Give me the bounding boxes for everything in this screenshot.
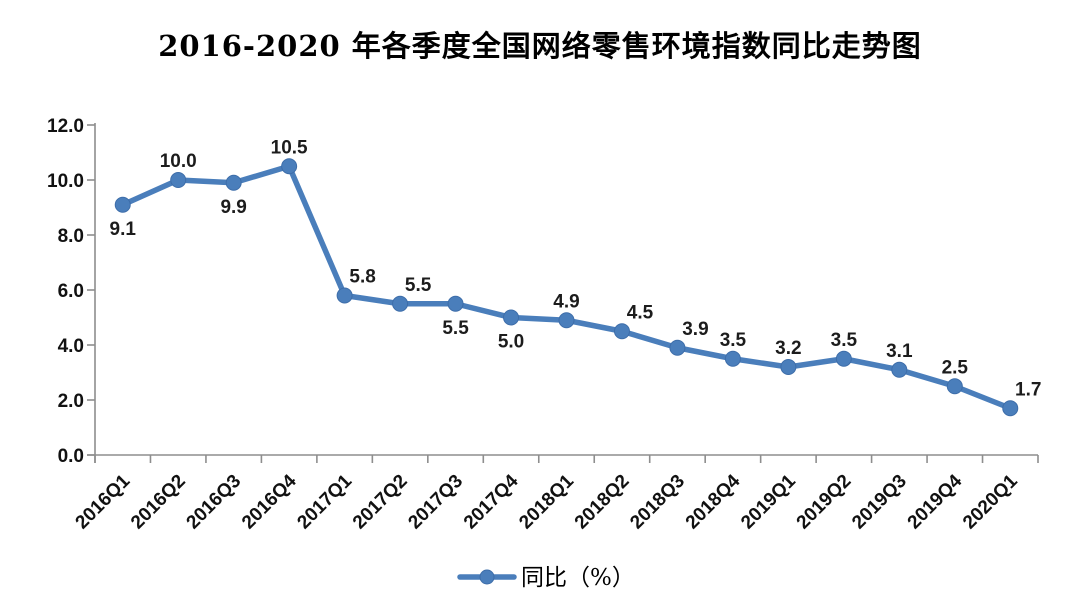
data-point-marker [780, 359, 797, 375]
data-labels: 9.1 10.0 9.9 10.5 5.8 5.5 5.5 5.0 4.9 4.5 3.9 3.5 3.… [110, 137, 1042, 400]
legend-marker-icon [479, 569, 495, 585]
y-tick-label: 8.0 [58, 226, 84, 247]
x-tick-label: 2019Q1 [737, 470, 800, 533]
y-tick-label: 12.0 [47, 116, 84, 137]
chart-title: 2016-2020 年各季度全国网络零售环境指数同比走势图 [158, 29, 922, 63]
data-point-marker [336, 287, 353, 304]
series-group [114, 158, 1019, 417]
data-label: 10.5 [271, 137, 308, 158]
y-tick-label: 6.0 [58, 281, 84, 302]
data-point-marker [669, 339, 686, 356]
data-point-marker [281, 158, 298, 175]
data-label: 10.0 [160, 151, 197, 172]
x-tick-label: 2017Q3 [404, 471, 467, 534]
data-point-marker [558, 312, 575, 329]
data-point-marker [946, 378, 963, 395]
x-tick-label: 2018Q2 [571, 471, 634, 534]
y-tick-label: 4.0 [58, 336, 84, 357]
x-tick-label: 2016Q2 [127, 471, 190, 534]
x-tick-label: 2019Q3 [848, 471, 911, 534]
data-label: 3.5 [831, 330, 858, 351]
axes [87, 123, 1039, 463]
x-tick-label: 2017Q2 [349, 471, 412, 534]
data-point-marker [114, 196, 131, 213]
data-label: 5.5 [442, 318, 469, 339]
data-label: 9.1 [110, 219, 137, 240]
data-point-marker [724, 350, 741, 367]
data-point-marker [170, 172, 187, 188]
data-point-marker [447, 295, 464, 312]
x-tick-label: 2020Q1 [959, 470, 1022, 533]
x-tick-label: 2019Q4 [904, 470, 967, 533]
y-tick-label: 2.0 [58, 391, 84, 412]
x-tick-label: 2017Q1 [293, 470, 356, 533]
x-tick-label: 2017Q4 [460, 470, 523, 533]
data-point-marker [1002, 400, 1019, 417]
x-tick-label: 2018Q4 [682, 470, 745, 533]
data-label: 5.0 [498, 332, 524, 353]
data-label: 5.8 [349, 267, 375, 288]
x-axis-labels: 2016Q12016Q22016Q32016Q42017Q12017Q22017… [72, 470, 1022, 533]
data-point-marker [392, 295, 409, 312]
y-tick-label: 0.0 [58, 446, 84, 467]
data-label: 1.7 [1015, 379, 1041, 400]
data-label: 3.5 [720, 330, 747, 351]
y-tick-label: 10.0 [47, 171, 84, 192]
data-point-marker [613, 323, 630, 340]
data-label: 3.2 [775, 338, 801, 359]
legend: 同比（%） [457, 565, 635, 591]
x-tick-label: 2019Q2 [793, 471, 856, 534]
data-point-marker [891, 361, 908, 378]
data-point-marker [225, 174, 242, 191]
data-label: 9.9 [220, 197, 246, 218]
x-tick-label: 2018Q3 [626, 471, 689, 534]
x-tick-label: 2016Q3 [183, 471, 246, 534]
y-axis-labels: 0.0 2.0 4.0 6.0 8.0 10.0 12.0 [47, 116, 84, 467]
data-label: 5.5 [405, 275, 432, 296]
data-label: 4.9 [553, 291, 579, 312]
data-point-marker [835, 350, 852, 367]
data-label: 3.1 [886, 341, 913, 362]
x-tick-label: 2016Q4 [238, 470, 301, 533]
data-label: 3.9 [682, 319, 708, 340]
data-label: 2.5 [942, 357, 969, 378]
x-tick-label: 2018Q1 [515, 470, 578, 533]
data-point-marker [503, 309, 520, 326]
series-polyline [119, 163, 1014, 411]
x-tick-label: 2016Q1 [72, 470, 135, 533]
legend-label: 同比（%） [521, 565, 635, 591]
data-label: 4.5 [627, 302, 654, 323]
